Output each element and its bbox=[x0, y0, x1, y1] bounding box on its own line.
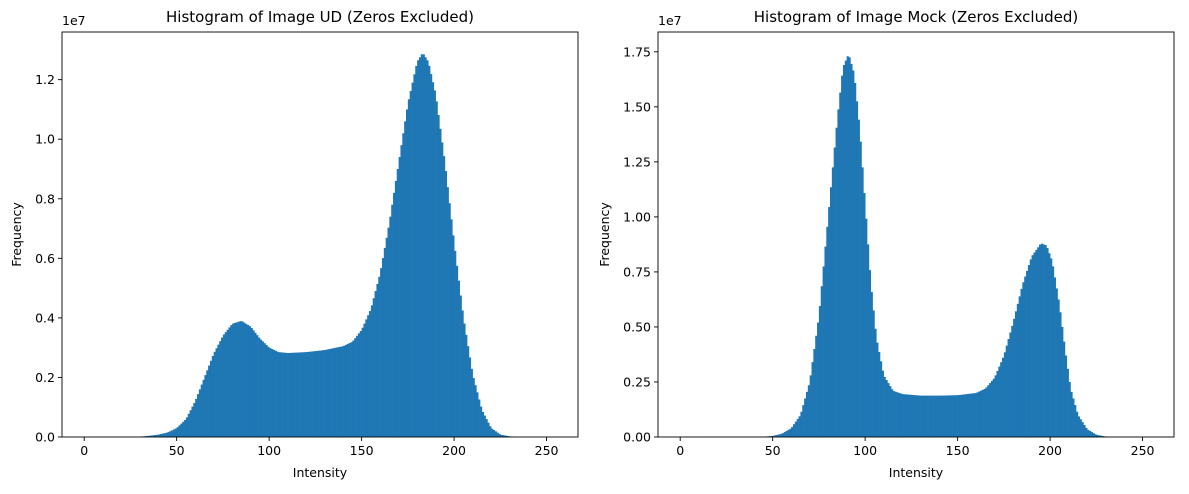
x-tick-label: 100 bbox=[257, 443, 281, 458]
chart-title: Histogram of Image UD (Zeros Excluded) bbox=[166, 8, 474, 26]
y-tick-label: 0.75 bbox=[623, 264, 651, 279]
offset-text: 1e7 bbox=[62, 13, 86, 28]
histogram-mock-panel: Histogram of Image Mock (Zeros Excluded)… bbox=[597, 8, 1174, 480]
x-tick-label: 50 bbox=[169, 443, 185, 458]
x-axis-label: Intensity bbox=[889, 465, 944, 480]
x-tick-label: 0 bbox=[676, 443, 684, 458]
x-tick-label: 150 bbox=[350, 443, 374, 458]
y-axis-ticks: 0.00 0.25 0.50 0.75 1.00 1.25 1.50 1.75 bbox=[623, 44, 658, 444]
x-axis-ticks: 0 50 100 150 200 250 bbox=[80, 437, 558, 458]
y-tick-label: 0.2 bbox=[35, 370, 55, 385]
y-tick-label: 1.2 bbox=[35, 72, 55, 87]
histogram-bars bbox=[86, 54, 519, 437]
x-tick-label: 0 bbox=[80, 443, 88, 458]
x-tick-label: 200 bbox=[442, 443, 466, 458]
x-axis-ticks: 0 50 100 150 200 250 bbox=[676, 437, 1154, 458]
x-tick-label: 200 bbox=[1038, 443, 1062, 458]
y-axis-ticks: 0.0 0.2 0.4 0.6 0.8 1.0 1.2 bbox=[35, 72, 62, 444]
x-tick-label: 250 bbox=[535, 443, 559, 458]
x-tick-label: 100 bbox=[853, 443, 877, 458]
y-tick-label: 0.6 bbox=[35, 251, 55, 266]
x-tick-label: 250 bbox=[1131, 443, 1155, 458]
x-tick-label: 50 bbox=[765, 443, 781, 458]
y-tick-label: 0.0 bbox=[35, 430, 55, 445]
y-axis-label: Frequency bbox=[597, 202, 612, 267]
y-tick-label: 1.25 bbox=[623, 154, 651, 169]
y-axis-label: Frequency bbox=[9, 202, 24, 267]
y-tick-label: 1.75 bbox=[623, 44, 651, 59]
chart-title: Histogram of Image Mock (Zeros Excluded) bbox=[754, 8, 1078, 26]
plot-frame bbox=[658, 32, 1174, 437]
histogram-ud-panel: Histogram of Image UD (Zeros Excluded) 1… bbox=[9, 8, 578, 480]
y-tick-label: 1.50 bbox=[623, 99, 651, 114]
histogram-bars bbox=[682, 56, 1115, 437]
y-tick-label: 0.4 bbox=[35, 310, 55, 325]
x-tick-label: 150 bbox=[946, 443, 970, 458]
y-tick-label: 0.25 bbox=[623, 374, 651, 389]
x-axis-label: Intensity bbox=[293, 465, 348, 480]
y-tick-label: 1.00 bbox=[623, 209, 651, 224]
y-tick-label: 0.50 bbox=[623, 319, 651, 334]
y-tick-label: 0.00 bbox=[623, 430, 651, 445]
y-tick-label: 1.0 bbox=[35, 132, 55, 147]
offset-text: 1e7 bbox=[658, 13, 682, 28]
y-tick-label: 0.8 bbox=[35, 191, 55, 206]
